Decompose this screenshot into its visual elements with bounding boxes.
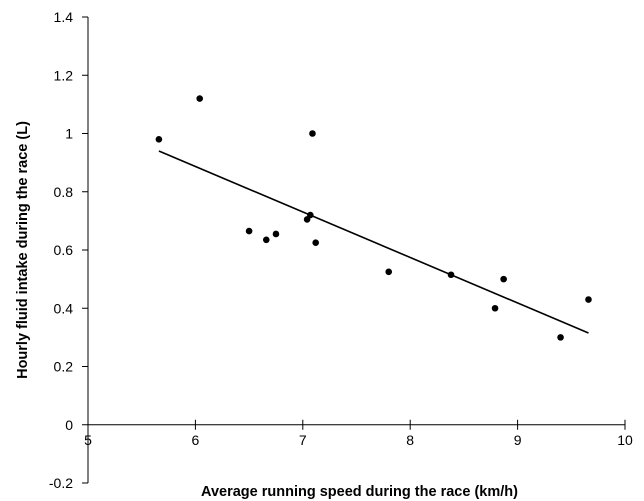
x-tick-label: 9 [514,432,522,448]
y-tick-label: 0.8 [54,184,74,200]
data-point [447,271,455,279]
y-tick-label: 0.4 [54,300,74,316]
trendline-group [158,150,589,334]
y-tick-label: 0 [65,417,73,433]
data-point [557,334,564,341]
x-tick-label: 7 [299,432,307,448]
y-tick-label: 1.2 [54,67,74,83]
x-tick-label: 6 [192,432,200,448]
y-tick-label: 0.2 [54,359,74,375]
data-point [155,136,163,143]
y-tick-label: -0.2 [49,475,73,491]
x-tick-label: 8 [406,432,414,448]
y-tick-label: 1 [65,126,73,142]
data-point [196,95,203,102]
y-axis-title: Hourly fluid intake during the race (L) [15,121,31,379]
data-point [500,275,507,283]
data-point [385,268,393,276]
y-tick-label: 1.4 [54,9,74,25]
data-point [262,236,270,244]
data-point [312,239,319,247]
trendline [158,150,589,334]
x-axis-title: Average running speed during the race (k… [201,484,518,500]
axes [87,17,625,483]
data-point [245,227,253,235]
data-points [155,95,592,341]
y-tick-label: 0.6 [54,242,74,258]
data-point [307,211,314,219]
data-point [491,304,499,312]
x-tick-label: 10 [617,432,633,448]
x-tick-label: 5 [84,432,92,448]
axis-ticks: -0.2 0 0.2 0.4 0.6 0.8 1 1.2 1.4 5 6 7 8 9 10 [49,9,633,491]
data-point [272,230,280,238]
data-point [309,130,316,137]
data-point [585,296,592,303]
